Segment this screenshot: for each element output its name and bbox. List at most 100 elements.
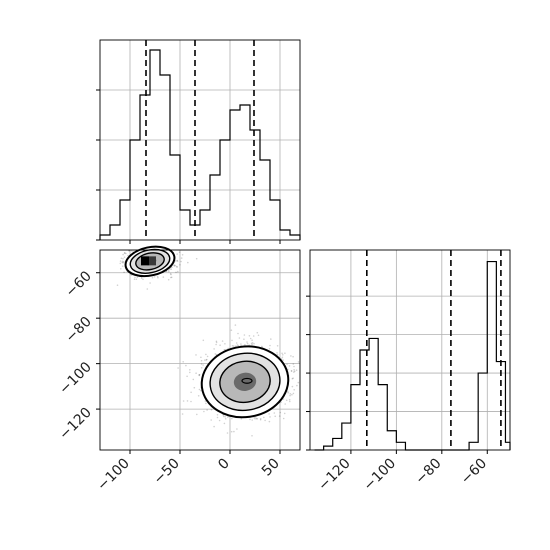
scatter-point	[170, 276, 172, 279]
scatter-point	[190, 391, 192, 394]
scatter-point	[240, 418, 243, 420]
scatter-point	[293, 365, 295, 368]
x-tick-label: −120	[315, 456, 354, 495]
scatter-point	[206, 355, 209, 358]
scatter-point	[134, 276, 136, 279]
scatter-point	[231, 417, 233, 420]
scatter-point	[213, 348, 215, 350]
scatter-point	[175, 260, 177, 262]
scatter-point	[200, 367, 203, 369]
scatter-point	[122, 261, 124, 264]
density-contour	[233, 372, 257, 391]
scatter-point	[175, 271, 177, 274]
scatter-point	[291, 377, 294, 380]
scatter-point	[180, 257, 183, 259]
scatter-point	[251, 339, 253, 342]
scatter-point	[279, 411, 282, 414]
scatter-point	[270, 338, 272, 340]
scatter-point	[263, 416, 265, 419]
scatter-point	[200, 356, 202, 359]
scatter-point	[236, 428, 238, 430]
scatter-point	[195, 257, 198, 260]
scatter-point	[244, 344, 246, 346]
scatter-point	[243, 334, 246, 336]
density-peak	[149, 256, 156, 266]
scatter-point	[178, 251, 181, 253]
x1-x2-density-panel: −100 −50 0 50 −60 −80 −100 −120	[56, 245, 301, 494]
scatter-point	[128, 250, 130, 252]
scatter-point	[121, 261, 123, 264]
histogram-step	[314, 260, 511, 451]
x2-histogram-panel: −120 −100 −80 −60	[306, 249, 511, 495]
scatter-point	[227, 416, 229, 418]
y-tick-label: −100	[56, 359, 95, 398]
scatter-point	[157, 276, 159, 279]
scatter-point	[189, 371, 191, 374]
scatter-point	[224, 343, 226, 345]
scatter-point	[293, 370, 296, 373]
scatter-point	[251, 419, 253, 421]
scatter-point	[192, 378, 195, 381]
scatter-point	[284, 403, 287, 405]
scatter-point	[256, 418, 259, 420]
scatter-point	[253, 342, 255, 345]
scatter-point	[198, 374, 200, 377]
scatter-point	[170, 276, 173, 279]
scatter-point	[167, 278, 170, 281]
scatter-point	[253, 416, 255, 419]
scatter-point	[123, 271, 125, 274]
scatter-point	[243, 338, 245, 341]
scatter-point	[230, 430, 233, 433]
scatter-point	[269, 416, 271, 418]
axes-frame	[99, 249, 301, 451]
scatter-point	[261, 345, 263, 348]
scatter-point	[206, 358, 208, 361]
scatter-point	[133, 278, 136, 281]
scatter-point	[185, 364, 187, 367]
scatter-point	[181, 254, 184, 256]
scatter-point	[153, 276, 156, 278]
scatter-point	[162, 276, 165, 278]
scatter-point	[168, 270, 170, 273]
scatter-point	[186, 400, 189, 402]
scatter-point	[231, 339, 233, 342]
scatter-point	[240, 343, 242, 345]
scatter-point	[251, 435, 253, 437]
scatter-point	[198, 388, 201, 391]
scatter-point	[293, 389, 296, 391]
scatter-point	[123, 256, 126, 259]
scatter-point	[176, 260, 179, 262]
scatter-point	[230, 329, 233, 332]
scatter-point	[203, 410, 205, 413]
scatter-point	[210, 409, 213, 411]
scatter-point	[167, 269, 170, 271]
scatter-point	[281, 356, 284, 359]
scatter-point	[197, 395, 200, 397]
scatter-point	[122, 253, 124, 256]
scatter-point	[288, 399, 291, 401]
scatter-point	[123, 261, 125, 263]
scatter-point	[200, 359, 203, 362]
y-tick-label: −60	[63, 268, 95, 300]
scatter-point	[236, 344, 239, 346]
scatter-point	[282, 417, 285, 420]
scatter-point	[255, 417, 258, 420]
scatter-point	[187, 261, 189, 264]
y-tick-label: −120	[56, 405, 95, 444]
scatter-point	[290, 370, 293, 372]
scatter-point	[189, 369, 191, 371]
scatter-point	[198, 373, 201, 376]
scatter-point	[205, 402, 207, 405]
scatter-point	[252, 335, 255, 337]
scatter-point	[222, 415, 225, 418]
scatter-point	[200, 389, 202, 392]
scatter-point	[202, 364, 204, 366]
scatter-point	[195, 372, 197, 375]
scatter-point	[142, 278, 144, 281]
scatter-point	[251, 342, 254, 344]
scatter-point	[170, 273, 172, 276]
scatter-point	[276, 345, 279, 347]
scatter-point	[256, 331, 259, 334]
density-peak	[241, 377, 253, 384]
scatter-point	[205, 359, 208, 361]
